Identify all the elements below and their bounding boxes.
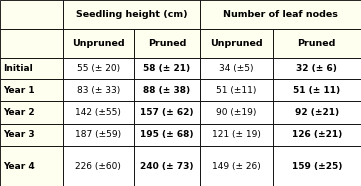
Text: 34 (±5): 34 (±5) — [219, 64, 254, 73]
Text: 92 (±21): 92 (±21) — [295, 108, 339, 117]
Bar — [63, 0, 200, 29]
Text: 58 (± 21): 58 (± 21) — [143, 64, 191, 73]
Bar — [200, 146, 273, 186]
Bar — [134, 124, 200, 146]
Bar — [273, 79, 361, 101]
Bar — [134, 146, 200, 186]
Bar — [0, 101, 63, 124]
Bar — [0, 58, 63, 79]
Text: 157 (± 62): 157 (± 62) — [140, 108, 194, 117]
Bar — [0, 79, 63, 101]
Bar — [0, 29, 63, 58]
Bar — [200, 0, 361, 29]
Text: Year 4: Year 4 — [4, 161, 35, 171]
Bar — [200, 29, 273, 58]
Bar — [0, 0, 63, 29]
Text: Year 1: Year 1 — [4, 86, 35, 95]
Text: Number of leaf nodes: Number of leaf nodes — [223, 10, 338, 19]
Bar — [0, 146, 63, 186]
Bar — [134, 79, 200, 101]
Bar — [273, 58, 361, 79]
Text: 55 (± 20): 55 (± 20) — [77, 64, 120, 73]
Text: 159 (±25): 159 (±25) — [292, 161, 342, 171]
Text: 90 (±19): 90 (±19) — [216, 108, 257, 117]
Bar — [200, 79, 273, 101]
Bar — [273, 124, 361, 146]
Bar — [134, 58, 200, 79]
Text: Initial: Initial — [4, 64, 33, 73]
Text: 51 (±11): 51 (±11) — [216, 86, 257, 95]
Text: Pruned: Pruned — [297, 39, 336, 48]
Text: 83 (± 33): 83 (± 33) — [77, 86, 120, 95]
Text: 51 (± 11): 51 (± 11) — [293, 86, 340, 95]
Bar — [200, 101, 273, 124]
Text: 126 (±21): 126 (±21) — [292, 130, 342, 139]
Text: Unpruned: Unpruned — [72, 39, 125, 48]
Bar — [63, 146, 134, 186]
Text: 226 (±60): 226 (±60) — [75, 161, 121, 171]
Text: 187 (±59): 187 (±59) — [75, 130, 121, 139]
Text: Year 2: Year 2 — [4, 108, 35, 117]
Text: 149 (± 26): 149 (± 26) — [212, 161, 261, 171]
Bar — [63, 58, 134, 79]
Text: 121 (± 19): 121 (± 19) — [212, 130, 261, 139]
Text: Year 3: Year 3 — [4, 130, 35, 139]
Bar — [200, 124, 273, 146]
Bar — [273, 29, 361, 58]
Bar — [134, 29, 200, 58]
Bar — [273, 101, 361, 124]
Bar — [200, 58, 273, 79]
Text: 142 (±55): 142 (±55) — [75, 108, 121, 117]
Bar — [134, 101, 200, 124]
Text: 88 (± 38): 88 (± 38) — [143, 86, 191, 95]
Text: 195 (± 68): 195 (± 68) — [140, 130, 194, 139]
Bar — [63, 29, 134, 58]
Bar — [63, 124, 134, 146]
Text: Seedling height (cm): Seedling height (cm) — [76, 10, 188, 19]
Text: 32 (± 6): 32 (± 6) — [296, 64, 337, 73]
Text: Pruned: Pruned — [148, 39, 186, 48]
Text: 240 (± 73): 240 (± 73) — [140, 161, 194, 171]
Bar — [273, 146, 361, 186]
Text: Unpruned: Unpruned — [210, 39, 263, 48]
Bar — [63, 101, 134, 124]
Bar — [63, 79, 134, 101]
Bar — [0, 124, 63, 146]
